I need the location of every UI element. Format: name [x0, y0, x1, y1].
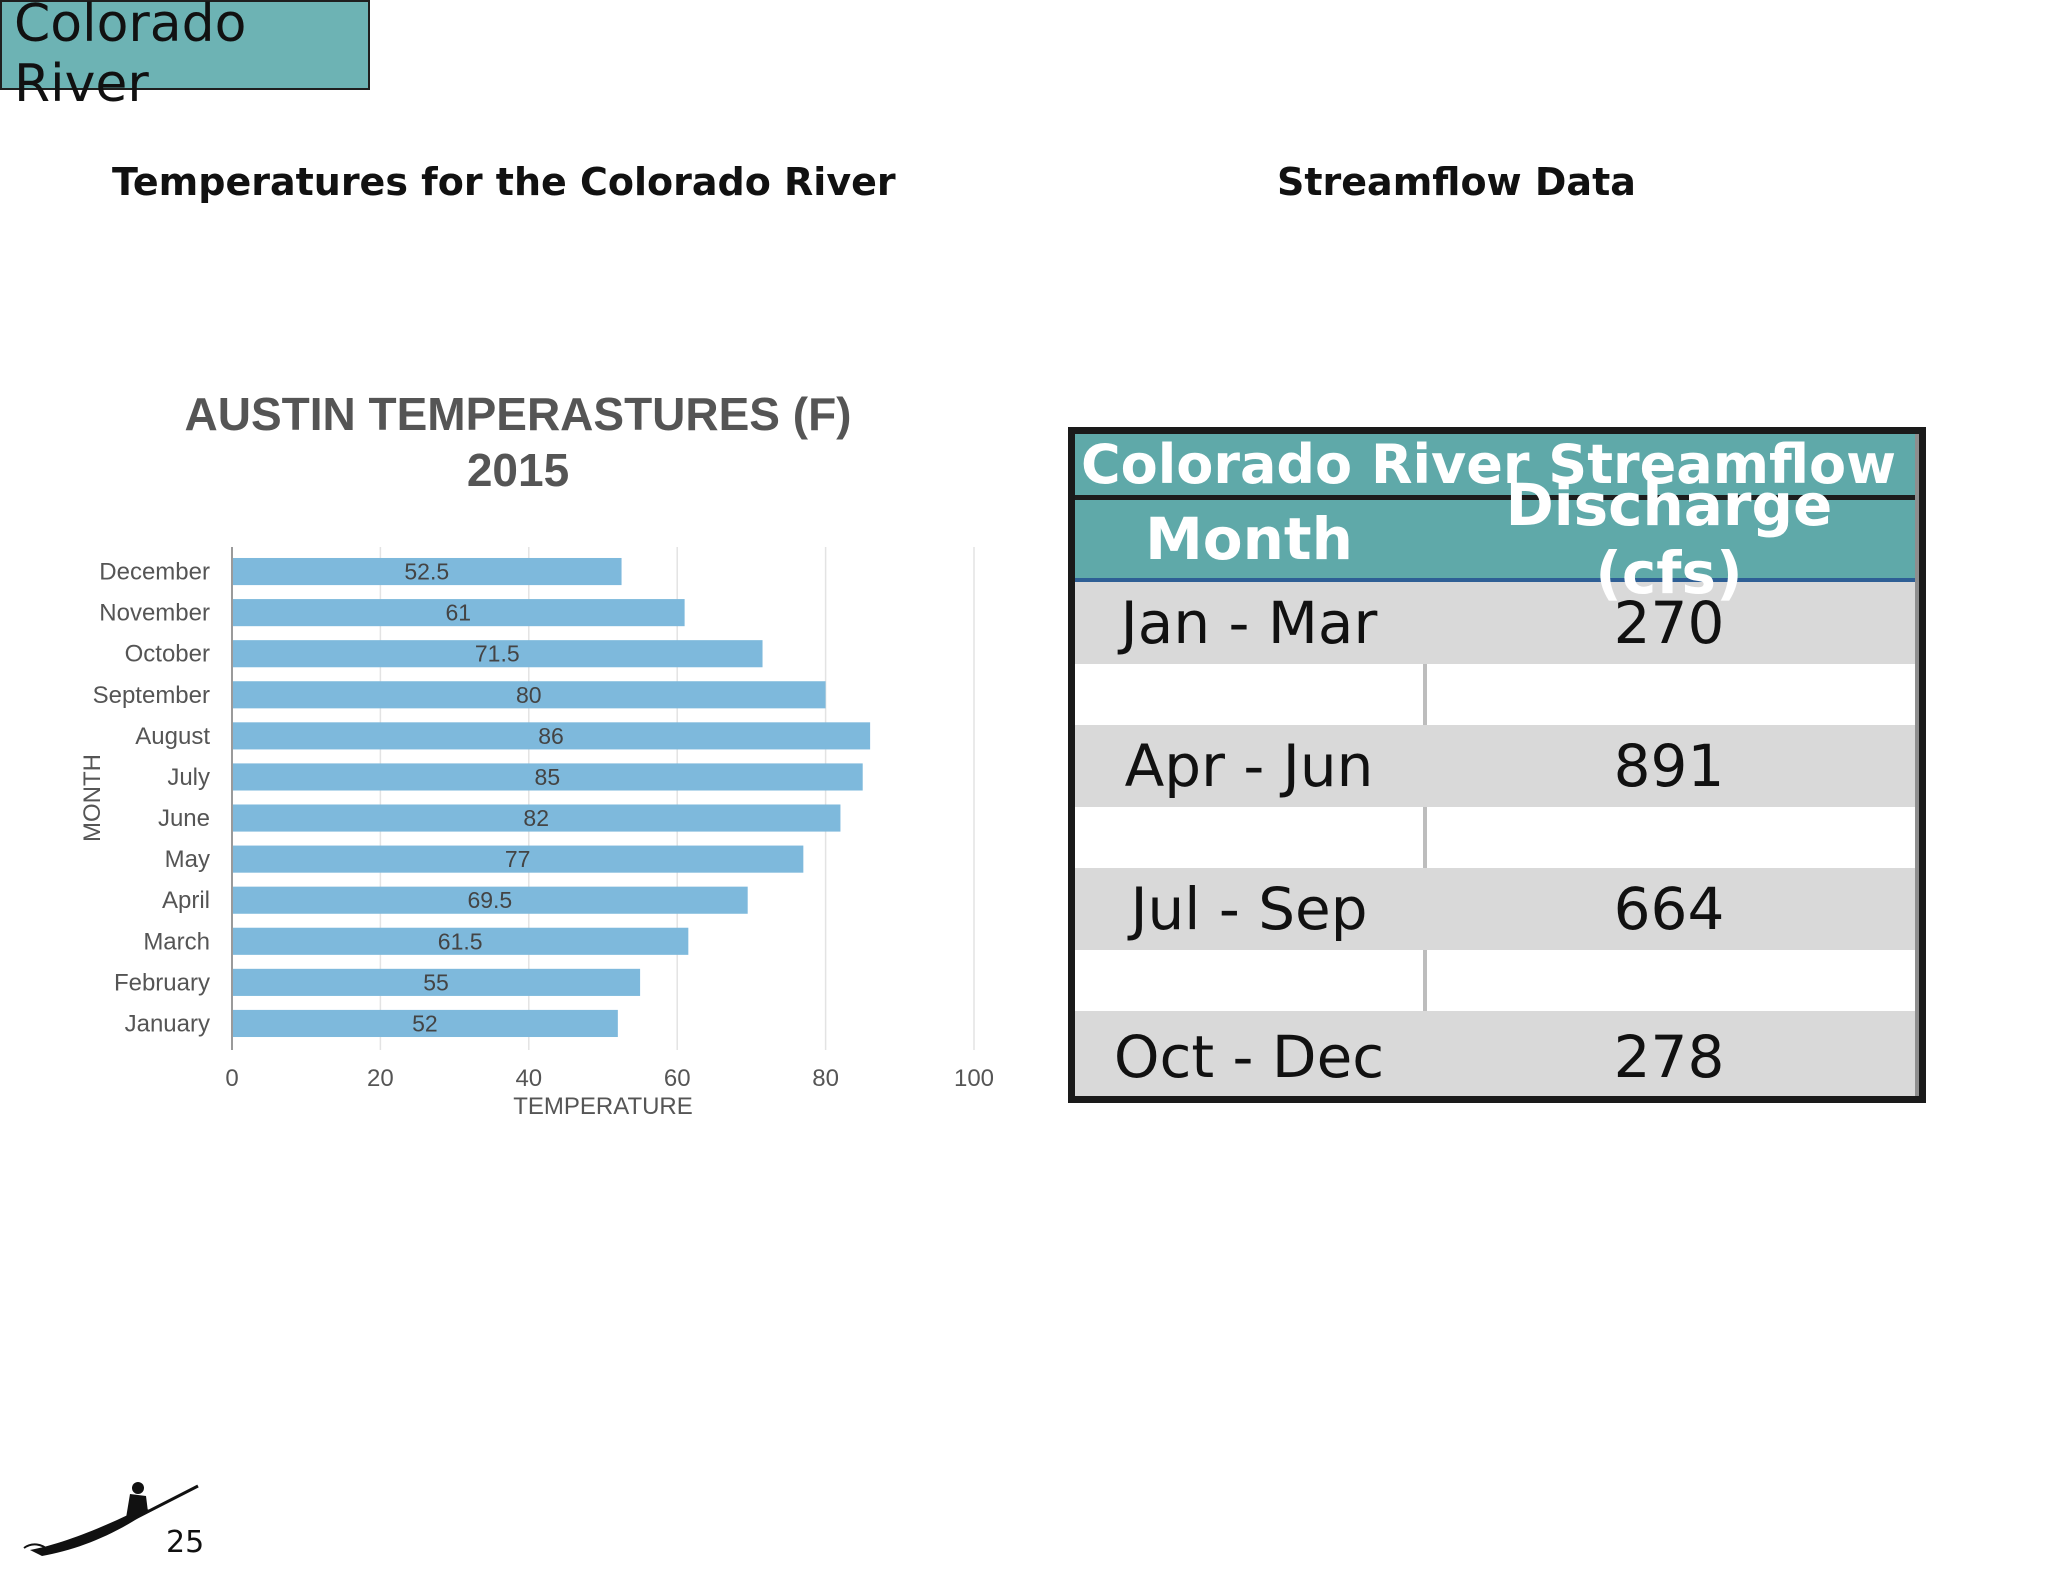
bar-value-label: 86 [538, 723, 564, 749]
chart-subtitle: 2015 [467, 444, 569, 496]
column-divider [1423, 664, 1427, 725]
bar-value-label: 52.5 [404, 559, 449, 585]
bar [233, 722, 871, 750]
chart-title: AUSTIN TEMPERASTURES (F) [185, 388, 852, 440]
category-label: January [125, 1010, 210, 1037]
table-row: Jul - Sep 664 [1075, 868, 1915, 950]
x-tick-label: 100 [954, 1065, 994, 1092]
bar [233, 681, 826, 709]
row-discharge: 891 [1613, 732, 1725, 800]
x-tick-label: 20 [367, 1065, 394, 1092]
y-axis-label: MONTH [79, 754, 106, 842]
bar [233, 886, 748, 914]
bar-value-label: 61.5 [438, 928, 483, 954]
bar-value-label: 52 [412, 1010, 438, 1036]
row-discharge: 270 [1613, 589, 1725, 657]
bar-value-label: 82 [523, 805, 549, 831]
bar [233, 763, 863, 791]
row-spacer [1075, 950, 1915, 1011]
column-header-discharge: Discharge (cfs) [1505, 471, 1833, 607]
category-label: December [99, 559, 210, 586]
category-label: June [158, 805, 210, 832]
category-label: August [135, 723, 210, 750]
bar [233, 599, 685, 627]
bar-value-label: 71.5 [475, 641, 520, 667]
streamflow-table-header: Month Discharge (cfs) [1075, 471, 1915, 607]
bar-value-label: 69.5 [467, 887, 512, 913]
streamflow-table-body: Colorado River Streamflow Month Discharg… [1075, 434, 1919, 1096]
category-label: March [143, 928, 210, 955]
x-axis-label: TEMPERATURE [513, 1093, 693, 1120]
chart-x-ticks: 0 20 40 60 80 100 [225, 1065, 994, 1092]
category-label: April [162, 887, 210, 914]
streamflow-section-heading: Streamflow Data [1277, 160, 1636, 204]
category-label: September [93, 682, 210, 709]
bar-value-label: 80 [516, 682, 542, 708]
table-row: Jan - Mar 270 [1075, 582, 1915, 664]
column-divider [1423, 950, 1427, 1011]
page-number: 25 [166, 1525, 205, 1560]
row-month: Oct - Dec [1113, 1023, 1385, 1091]
table-row: Oct - Dec 278 [1075, 1011, 1915, 1096]
page-title-box: Colorado River [0, 0, 370, 114]
x-tick-label: 80 [812, 1065, 839, 1092]
bar [233, 845, 804, 873]
row-spacer [1075, 664, 1915, 725]
x-tick-label: 60 [664, 1065, 691, 1092]
streamflow-table-title: Colorado River Streamflow [1075, 434, 1915, 500]
category-label: May [165, 846, 210, 873]
row-spacer [1075, 807, 1915, 868]
row-month: Jul - Sep [1130, 875, 1368, 943]
temperature-section-heading: Temperatures for the Colorado River [112, 160, 896, 204]
bar-value-label: 61 [446, 600, 472, 626]
row-month: Apr - Jun [1124, 732, 1374, 800]
bar-value-label: 77 [505, 846, 531, 872]
page-title: Colorado River [14, 0, 247, 114]
kayaker-icon [23, 1482, 199, 1556]
x-tick-label: 0 [225, 1065, 238, 1092]
x-tick-label: 40 [515, 1065, 542, 1092]
streamflow-table: Colorado River Streamflow Month Discharg… [1068, 427, 1926, 1103]
row-discharge: 278 [1613, 1023, 1725, 1091]
category-label: November [99, 600, 210, 627]
row-month: Jan - Mar [1120, 589, 1378, 657]
column-divider [1423, 807, 1427, 868]
row-discharge: 664 [1613, 875, 1725, 943]
category-label: July [167, 764, 210, 791]
bar-value-label: 85 [535, 764, 561, 790]
bar [233, 968, 641, 996]
bar [233, 557, 622, 586]
bar [233, 1009, 618, 1038]
temperature-bar-chart: AUSTIN TEMPERASTURES (F) 2015 52.5 6171.5… [79, 388, 994, 1120]
chart-gridlines [231, 547, 975, 1050]
bar [233, 804, 841, 832]
bar [233, 927, 689, 955]
bar-value-label: 55 [423, 969, 449, 995]
table-row: Apr - Jun 891 [1075, 725, 1915, 807]
category-label: February [114, 969, 210, 996]
chart-category-labels: December November October September August Ju… [93, 559, 211, 1038]
bar [233, 640, 763, 668]
category-label: October [125, 641, 210, 668]
column-header-month: Month [1145, 505, 1353, 573]
